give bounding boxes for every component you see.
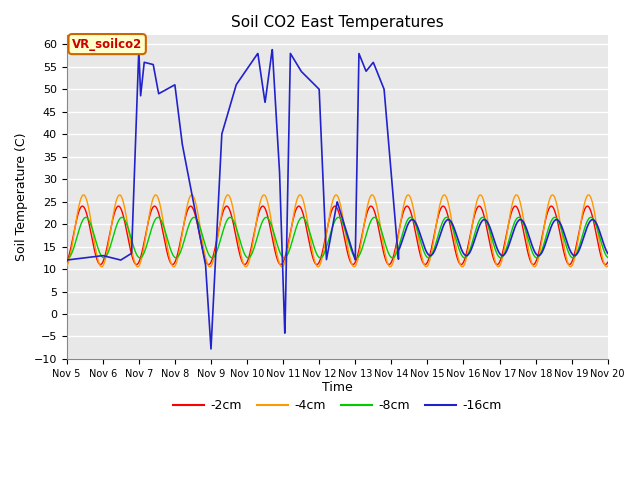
X-axis label: Time: Time xyxy=(322,382,353,395)
Legend: -2cm, -4cm, -8cm, -16cm: -2cm, -4cm, -8cm, -16cm xyxy=(168,395,507,418)
Text: VR_soilco2: VR_soilco2 xyxy=(72,37,142,50)
Y-axis label: Soil Temperature (C): Soil Temperature (C) xyxy=(15,133,28,262)
Title: Soil CO2 East Temperatures: Soil CO2 East Temperatures xyxy=(231,15,444,30)
